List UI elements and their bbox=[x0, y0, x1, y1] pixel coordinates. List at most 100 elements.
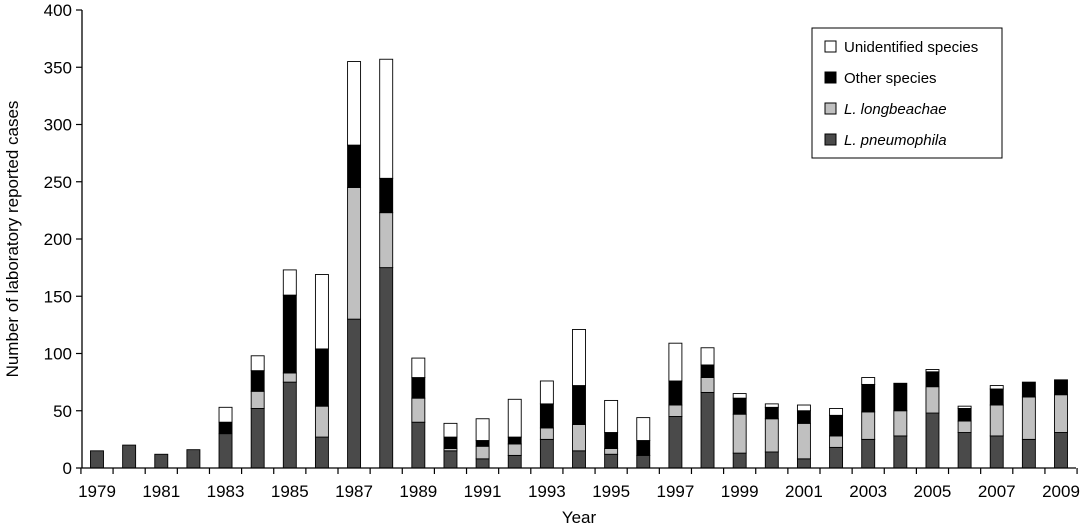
bar-segment bbox=[925, 371, 940, 388]
bar-segment bbox=[314, 436, 329, 469]
bar-segment bbox=[700, 364, 715, 379]
bar-segment bbox=[957, 432, 972, 469]
bar-segment bbox=[636, 440, 651, 456]
bar-segment bbox=[347, 144, 362, 188]
x-tick-label: 1981 bbox=[142, 482, 180, 501]
bar-segment bbox=[893, 382, 908, 412]
bar-segment bbox=[700, 377, 715, 393]
bar-segment bbox=[732, 452, 747, 469]
bar-segment bbox=[893, 410, 908, 437]
bar-segment bbox=[1054, 432, 1068, 469]
bar-segment bbox=[475, 445, 490, 460]
bar-segment bbox=[282, 269, 297, 296]
bar-segment bbox=[636, 417, 651, 441]
bar-segment bbox=[989, 435, 1004, 469]
bar-segment bbox=[989, 385, 1004, 390]
x-tick-label: 1993 bbox=[528, 482, 566, 501]
y-tick-label: 100 bbox=[44, 345, 72, 364]
bar-segment bbox=[379, 58, 394, 179]
bar-segment bbox=[1054, 394, 1068, 433]
bar-segment bbox=[572, 329, 586, 387]
bar-segment bbox=[572, 424, 586, 452]
bar-segment bbox=[668, 404, 683, 417]
bar-segment bbox=[475, 418, 490, 441]
bar-segment bbox=[282, 294, 297, 374]
bar-segment bbox=[443, 450, 458, 469]
bar-segment bbox=[250, 370, 265, 392]
bar-segment bbox=[861, 383, 876, 413]
bar-segment bbox=[796, 422, 811, 460]
bar-segment bbox=[507, 443, 522, 456]
legend-frame bbox=[811, 27, 1003, 159]
bar-segment bbox=[218, 406, 233, 423]
bar-segment bbox=[829, 435, 844, 448]
bar-segment bbox=[1054, 379, 1068, 396]
bar-segment bbox=[218, 421, 233, 435]
y-tick-label: 350 bbox=[44, 58, 72, 77]
bar-segment bbox=[218, 433, 233, 469]
bar-segment bbox=[411, 397, 426, 423]
bar-segment bbox=[250, 390, 265, 409]
bar-segment bbox=[572, 450, 586, 469]
x-tick-label: 1999 bbox=[721, 482, 759, 501]
bar-segment bbox=[861, 438, 876, 469]
bar-segment bbox=[347, 61, 362, 146]
legend-label: Unidentified species bbox=[844, 39, 978, 56]
bar-segment bbox=[282, 372, 297, 383]
y-tick-label: 150 bbox=[44, 287, 72, 306]
legend-swatch bbox=[824, 71, 837, 84]
bar-segment bbox=[668, 380, 683, 406]
bar-segment bbox=[1021, 396, 1036, 440]
bar-segment bbox=[957, 405, 972, 409]
bar-segment bbox=[957, 420, 972, 433]
bar-segment bbox=[539, 380, 554, 405]
bar-segment bbox=[925, 369, 940, 373]
bar-segment bbox=[379, 267, 394, 469]
bar-segment bbox=[829, 446, 844, 469]
y-ticks-group: 0 50 100 150 200 250 300 350 400 bbox=[44, 1, 82, 478]
bar-segment bbox=[925, 386, 940, 414]
x-ticks-group: 1979 1981 1983 1985 1987 1989 1991 1993 1995 1997… bbox=[78, 468, 1080, 501]
bar-segment bbox=[507, 398, 522, 438]
bar-segment bbox=[989, 404, 1004, 437]
x-tick-label: 2009 bbox=[1042, 482, 1080, 501]
bar-segment bbox=[443, 436, 458, 449]
bar-segment bbox=[282, 381, 297, 469]
bar-segment bbox=[732, 393, 747, 399]
x-tick-label: 1985 bbox=[271, 482, 309, 501]
bar-segment bbox=[829, 408, 844, 416]
bar-segment bbox=[604, 399, 619, 433]
bar-segment bbox=[347, 318, 362, 469]
bar-segment bbox=[957, 408, 972, 422]
y-tick-label: 250 bbox=[44, 173, 72, 192]
bar-segment bbox=[507, 454, 522, 469]
bar-segment bbox=[314, 274, 329, 350]
bar-segment bbox=[764, 451, 779, 469]
bar-segment bbox=[539, 427, 554, 440]
bar-segment bbox=[154, 453, 169, 469]
y-tick-label: 300 bbox=[44, 116, 72, 135]
y-tick-label: 0 bbox=[63, 459, 72, 478]
bar-segment bbox=[539, 438, 554, 469]
bars-group bbox=[90, 58, 1068, 469]
bar-segment bbox=[90, 450, 104, 469]
bar-segment bbox=[314, 348, 329, 407]
y-axis-title: Number of laboratory reported cases bbox=[3, 101, 22, 378]
bar-segment bbox=[636, 454, 651, 469]
legend-swatch bbox=[824, 133, 837, 146]
bar-segment bbox=[732, 397, 747, 415]
x-tick-label: 1983 bbox=[207, 482, 245, 501]
bar-segment bbox=[861, 411, 876, 440]
bar-segment bbox=[925, 412, 940, 469]
bar-segment bbox=[700, 347, 715, 366]
legend-label: L. pneumophila bbox=[844, 132, 947, 149]
y-tick-label: 50 bbox=[53, 402, 72, 421]
bar-segment bbox=[989, 388, 1004, 406]
bar-segment bbox=[250, 408, 265, 469]
bar-segment bbox=[796, 410, 811, 424]
bar-segment bbox=[1021, 438, 1036, 469]
bar-segment bbox=[604, 432, 619, 449]
bar-segment bbox=[475, 440, 490, 447]
bar-segment bbox=[732, 413, 747, 454]
bar-segment bbox=[604, 453, 619, 469]
